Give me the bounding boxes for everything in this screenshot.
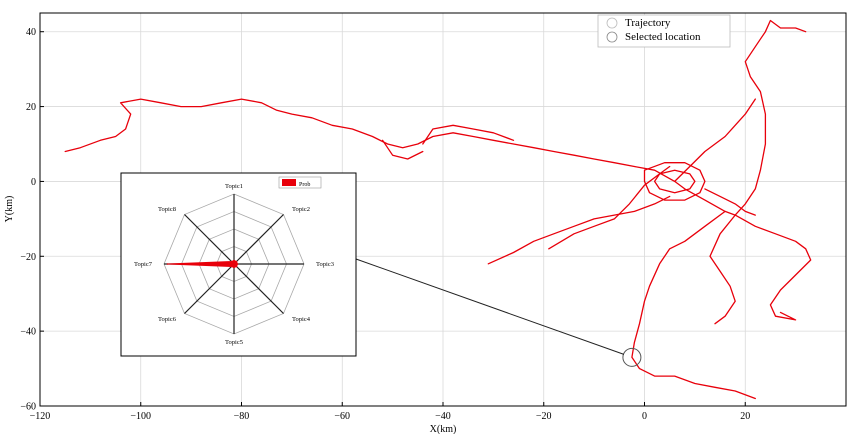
radar-legend-label: Prob (299, 182, 310, 188)
radar-grid (163, 193, 305, 335)
radar-axis-label: Topic3 (316, 261, 334, 268)
radar-point (233, 259, 235, 262)
radar-legend: Prob (278, 176, 322, 189)
x-tick-label: −100 (130, 411, 151, 422)
y-tick-label: −20 (20, 252, 36, 263)
y-tick-label: 40 (26, 27, 36, 38)
x-axis-label: X(km) (430, 424, 457, 434)
trajectory-path (631, 210, 756, 400)
radar-point (233, 266, 235, 269)
y-tick-label: 0 (31, 177, 36, 188)
radar-point (230, 265, 233, 268)
radar-point (235, 265, 238, 268)
radar-point (230, 260, 233, 263)
radar-spoke (184, 214, 235, 265)
trajectory-path (734, 214, 812, 321)
x-tick-label: −40 (435, 411, 451, 422)
y-tick-label: −40 (20, 327, 36, 338)
y-axis-label: Y(km) (4, 196, 15, 223)
topic-radar-inset: Topic1 Topic2 Topic3 Topic4 Topic5 Topic6 Topi… (120, 172, 357, 357)
radar-point (166, 263, 169, 265)
y-tick-label: 20 (26, 102, 36, 113)
radar-axis-label: Topic8 (158, 206, 176, 213)
trajectory-path (422, 124, 515, 145)
radar-axis-labels: Topic1 Topic2 Topic3 Topic4 Topic5 Topic6 Topi… (134, 183, 334, 346)
trajectory-path (674, 98, 756, 183)
selected-location-marker (622, 347, 642, 367)
x-tick-label: −80 (234, 411, 250, 422)
radar-point (235, 260, 238, 263)
radar-spoke (233, 214, 284, 265)
x-tick-label: 20 (740, 411, 750, 422)
x-axis-ticks: −120 −100 −80 −60 −40 −20 0 20 (30, 402, 750, 422)
trajectory-path (487, 195, 671, 265)
radar-axis-label: Topic6 (158, 316, 177, 323)
trajectory-path (653, 169, 696, 194)
x-tick-label: −120 (30, 411, 51, 422)
legend-entry-trajectory: Trajectory (625, 17, 671, 29)
radar-legend-box (278, 176, 322, 189)
trajectory-path (381, 139, 424, 160)
x-tick-label: 0 (642, 411, 647, 422)
trajectory-path (643, 162, 706, 201)
x-tick-label: −20 (536, 411, 552, 422)
x-tick-label: −60 (334, 411, 350, 422)
radar-axis-label: Topic1 (225, 183, 243, 190)
y-tick-label: −60 (20, 402, 36, 413)
trajectory-path (548, 165, 671, 250)
legend-box (597, 14, 731, 48)
radar-spoke (184, 263, 235, 314)
trajectory-path (704, 188, 756, 216)
radar-spoke (233, 263, 284, 314)
y-axis-ticks: −60 −40 −20 0 20 40 (20, 27, 44, 413)
radar-point (236, 263, 239, 265)
chart-legend: Trajectory Selected location (597, 14, 731, 48)
trajectory-path (734, 19, 807, 216)
legend-trajectory-marker (606, 17, 618, 29)
radar-axis-label: Topic2 (292, 206, 310, 213)
legend-entry-selected-location: Selected location (625, 31, 701, 43)
radar-axis-label: Topic5 (225, 339, 243, 346)
radar-axis-label: Topic7 (134, 261, 153, 268)
legend-selected-location-marker (606, 31, 618, 43)
inset-connector-line (355, 258, 625, 355)
trajectory-series (64, 19, 812, 400)
radar-series (166, 259, 239, 269)
trajectory-path (64, 98, 736, 216)
radar-axis-label: Topic4 (292, 316, 311, 323)
radar-legend-swatch (282, 179, 296, 186)
trajectory-path (709, 214, 736, 325)
